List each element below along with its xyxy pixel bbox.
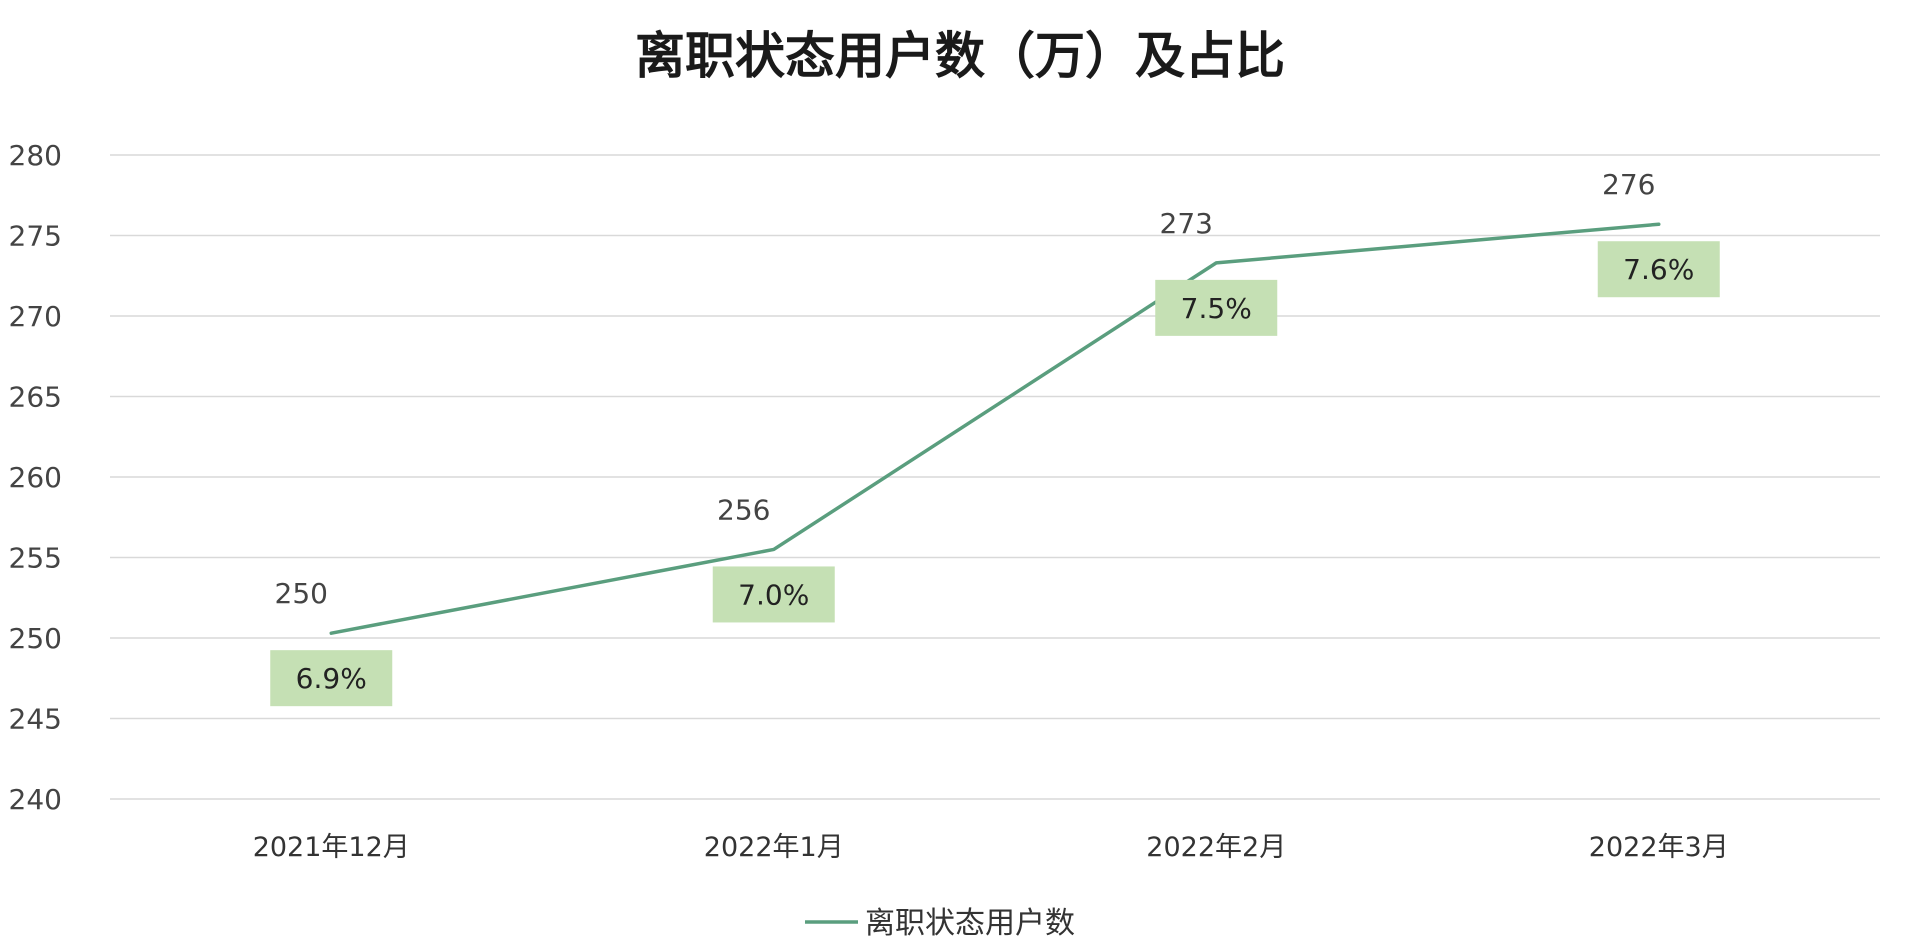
x-axis-ticks: 2021年12月 2022年1月 2022年2月 2022年3月 <box>253 832 1729 863</box>
share-label-box <box>1597 241 1720 298</box>
legend: 离职状态用户数 <box>805 906 1075 941</box>
series-line <box>329 222 1661 635</box>
y-axis-ticks: 240 245 250 255 260 265 270 275 280 <box>9 139 62 816</box>
share-label: 6.9% <box>296 662 367 695</box>
y-tick-label: 280 <box>9 139 62 172</box>
share-label-box <box>270 650 393 707</box>
gridlines <box>110 154 1880 800</box>
x-tick-label: 2021年12月 <box>253 832 410 863</box>
share-label: 7.6% <box>1623 253 1694 286</box>
y-tick-label: 275 <box>9 220 62 253</box>
y-tick-label: 260 <box>9 461 62 494</box>
y-tick-label: 250 <box>9 622 62 655</box>
series-line-group <box>329 222 1661 635</box>
x-tick-label: 2022年3月 <box>1589 832 1729 863</box>
x-tick-label: 2022年2月 <box>1146 832 1286 863</box>
y-tick-label: 245 <box>9 703 62 736</box>
y-tick-label: 265 <box>9 381 62 414</box>
share-label-box <box>1155 279 1278 336</box>
chart-title: 离职状态用户数（万）及占比 <box>635 27 1285 85</box>
share-label: 7.0% <box>738 578 809 611</box>
y-tick-label: 240 <box>9 783 62 816</box>
value-label: 273 <box>1160 207 1213 240</box>
value-label: 276 <box>1602 168 1655 201</box>
share-label: 7.5% <box>1181 292 1252 325</box>
value-label: 250 <box>275 577 328 610</box>
x-tick-label: 2022年1月 <box>704 832 844 863</box>
legend-label: 离职状态用户数 <box>865 906 1075 941</box>
share-label-box <box>712 566 835 623</box>
y-tick-label: 270 <box>9 300 62 333</box>
y-tick-label: 255 <box>9 542 62 575</box>
value-label: 256 <box>717 493 770 526</box>
data-labels: 250 6.9% 256 7.0% 273 7.5% 276 7.6% <box>270 168 1720 707</box>
